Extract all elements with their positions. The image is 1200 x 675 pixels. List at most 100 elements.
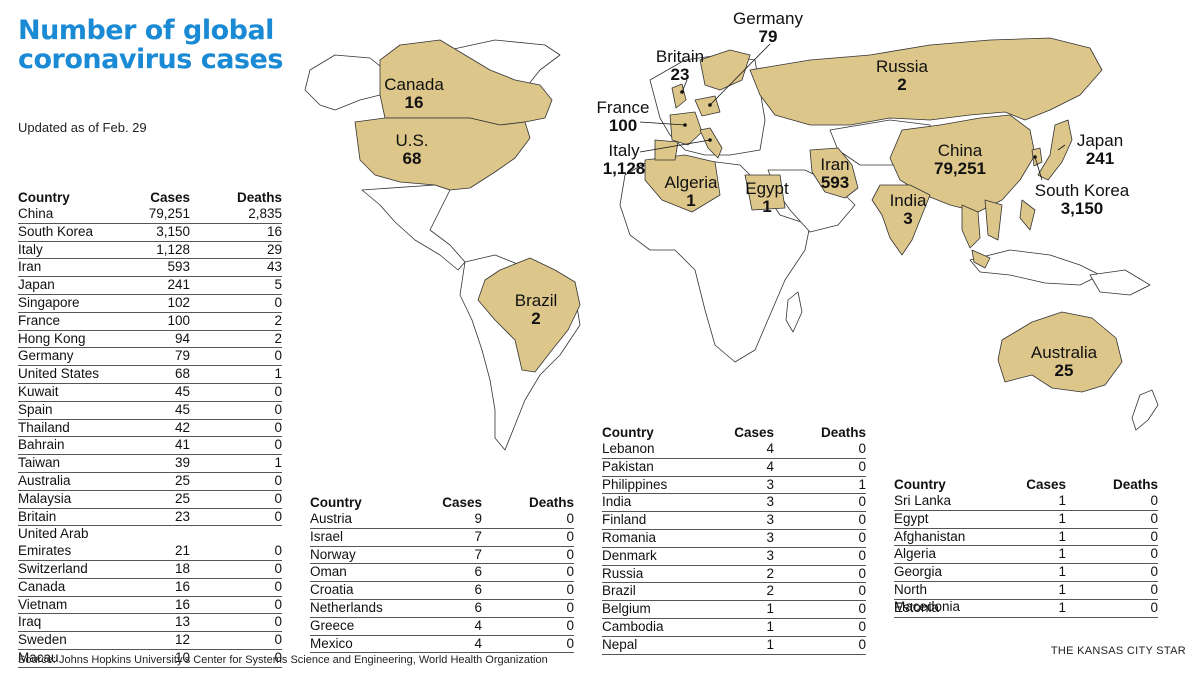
cases-cell: 9 — [474, 511, 482, 526]
deaths-cell: 16 — [266, 223, 282, 239]
table-row: Romania 3 0 — [602, 530, 866, 548]
table-row: Nepal 1 0 — [602, 637, 866, 655]
map-label-brazil-name: Brazil — [515, 291, 558, 310]
map-label-france-name: France — [597, 98, 650, 117]
table-row: Georgia 1 0 — [894, 564, 1158, 582]
map-label-algeria-value: 1 — [686, 191, 695, 210]
map-label-us-name: U.S. — [395, 131, 428, 150]
table-row: Greece 4 0 — [310, 618, 574, 636]
madagascar-shape — [785, 291, 803, 333]
country-cell: North Macedonia — [894, 581, 961, 614]
cases-cell: 100 — [167, 312, 190, 328]
cases-cell: 25 — [174, 490, 190, 506]
table-row: Vietnam 16 0 — [18, 597, 282, 615]
map-label-canada-value: 16 — [405, 93, 424, 112]
spain-shape — [654, 139, 679, 161]
publisher-credit: THE KANSAS CITY STAR — [1050, 645, 1186, 657]
map-label-italy-name: Italy — [608, 141, 640, 160]
deaths-cell: 0 — [274, 472, 282, 488]
map-label-egypt-value: 1 — [762, 197, 771, 216]
table-row: Israel 7 0 — [310, 529, 574, 547]
cases-cell: 21 — [174, 543, 190, 559]
russia-shape — [749, 37, 1103, 126]
country-cell: Mexico — [310, 635, 353, 651]
cases-cell: 3 — [766, 494, 774, 510]
country-cell: Afghanistan — [894, 528, 966, 544]
deaths-cell: 0 — [274, 419, 282, 435]
map-label-russia-value: 2 — [897, 75, 906, 94]
usa-shape — [354, 117, 531, 191]
table-row: Macau 10 0 — [18, 650, 282, 668]
deaths-cell: 0 — [858, 618, 866, 634]
africa-shape — [619, 159, 811, 363]
cases-cell: 45 — [174, 401, 190, 417]
country-cell: India — [602, 494, 632, 510]
country-cell: Romania — [602, 529, 657, 545]
deaths-cell: 43 — [266, 259, 282, 275]
cases-cell: 7 — [474, 546, 482, 562]
country-cell: Brazil — [602, 583, 636, 599]
country-cell: France — [18, 312, 61, 328]
updated-date: Updated as of Feb. 29 — [18, 120, 147, 135]
deaths-cell: 0 — [274, 560, 282, 576]
country-cell: Philippines — [602, 476, 668, 492]
china-shape — [889, 114, 1036, 213]
deaths-cell: 0 — [1150, 528, 1158, 544]
map-label-germany-value: 79 — [759, 27, 778, 46]
column-header-cases: Cases — [442, 495, 482, 510]
cases-cell: 2 — [766, 583, 774, 599]
map-label-japan-name: Japan — [1077, 131, 1123, 150]
deaths-cell: 0 — [1150, 546, 1158, 562]
brazil-shape — [477, 257, 581, 373]
country-cell: Russia — [602, 565, 644, 581]
case-table-3: Country Cases Deaths Lebanon 4 0 Pakistan 4 0 Phi… — [602, 424, 866, 655]
cases-cell: 6 — [474, 599, 482, 615]
map-label-australia-value: 25 — [1055, 361, 1074, 380]
philippines-shape — [1019, 199, 1036, 231]
map-label-china-value: 79,251 — [934, 159, 986, 178]
column-header-country: Country — [894, 477, 946, 492]
cases-cell: 1 — [1058, 564, 1066, 580]
map-label-china-name: China — [938, 141, 983, 160]
table-row: Belgium 1 0 — [602, 601, 866, 619]
deaths-cell: 0 — [274, 508, 282, 524]
map-label-russia-name: Russia — [876, 57, 929, 76]
table-row: Brazil 2 0 — [602, 583, 866, 602]
map-label-south-korea-name: South Korea — [1035, 181, 1130, 200]
table-row: Hong Kong 94 2 — [18, 331, 282, 349]
cases-cell: 16 — [174, 596, 190, 612]
table-row: Germany 79 0 — [18, 348, 282, 367]
cases-cell: 79 — [174, 348, 190, 364]
column-header-cases: Cases — [150, 190, 190, 205]
cases-cell: 45 — [174, 383, 190, 399]
deaths-cell: 0 — [566, 564, 574, 580]
country-cell: Norway — [310, 546, 356, 562]
country-cell: Hong Kong — [18, 330, 86, 346]
table-row: Britain 23 0 — [18, 509, 282, 527]
south-korea-shape — [1031, 147, 1043, 167]
country-cell: Algeria — [894, 546, 937, 562]
country-cell: China — [18, 206, 54, 221]
mexico-shape — [361, 184, 466, 271]
alaska-shape — [304, 54, 386, 111]
italy-shape — [699, 127, 723, 159]
country-cell: Pakistan — [602, 458, 654, 474]
deaths-cell: 0 — [274, 596, 282, 612]
deaths-cell: 0 — [566, 546, 574, 562]
country-cell: Estonia — [894, 599, 940, 615]
new-zealand-shape — [1131, 389, 1159, 431]
table-row: Malaysia 25 0 — [18, 491, 282, 509]
deaths-cell: 0 — [566, 599, 574, 615]
deaths-cell: 0 — [858, 547, 866, 563]
deaths-cell: 0 — [858, 458, 866, 474]
cases-cell: 94 — [174, 330, 190, 346]
deaths-cell: 0 — [274, 437, 282, 453]
column-header-deaths: Deaths — [1112, 477, 1158, 492]
malaysia-shape — [971, 249, 991, 269]
cases-cell: 23 — [174, 508, 190, 524]
cases-cell: 79,251 — [148, 206, 190, 221]
deaths-cell: 0 — [566, 528, 574, 544]
country-cell: United States — [18, 366, 100, 382]
japan-shape — [1037, 119, 1073, 181]
australia-shape — [997, 311, 1123, 393]
